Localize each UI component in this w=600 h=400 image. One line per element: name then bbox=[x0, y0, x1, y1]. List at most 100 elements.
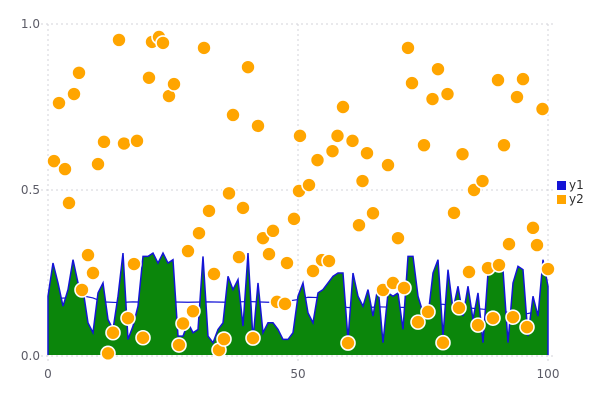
scatter-point bbox=[171, 337, 187, 353]
scatter-point bbox=[116, 135, 132, 152]
scatter-point bbox=[57, 161, 73, 177]
legend-swatch-y1 bbox=[557, 180, 566, 190]
scatter-point bbox=[404, 75, 420, 91]
scatter-point bbox=[435, 334, 451, 351]
scatter-series-y2 bbox=[46, 29, 556, 362]
scatter-point bbox=[400, 40, 416, 56]
scatter-point bbox=[470, 317, 486, 333]
scatter-point bbox=[85, 265, 101, 281]
scatter-point bbox=[410, 314, 426, 330]
scatter-point bbox=[359, 145, 375, 161]
scatter-point bbox=[540, 261, 556, 277]
scatter-point bbox=[191, 225, 207, 241]
scatter-point bbox=[519, 319, 535, 335]
scatter-point bbox=[461, 264, 477, 280]
legend-label-y2: y2 bbox=[569, 192, 584, 206]
scatter-point bbox=[66, 86, 82, 102]
scatter-point bbox=[344, 133, 361, 149]
scatter-point bbox=[301, 177, 317, 193]
y-axis-tick-0.0: 0.0 bbox=[20, 349, 40, 363]
scatter-point bbox=[250, 118, 266, 134]
area-series-y1 bbox=[47, 251, 549, 355]
y1-area-edge bbox=[47, 251, 549, 355]
x-axis-tick-50: 50 bbox=[290, 367, 306, 381]
scatter-point bbox=[286, 211, 302, 227]
scatter-point bbox=[420, 304, 436, 320]
scatter-point bbox=[416, 137, 432, 153]
scatter-point bbox=[120, 310, 136, 326]
scatter-point bbox=[491, 257, 507, 273]
scatter-point bbox=[235, 200, 251, 216]
scatter-point bbox=[265, 223, 281, 239]
scatter-point bbox=[126, 256, 142, 272]
scatter-point bbox=[390, 230, 406, 246]
legend-item-y2: y2 bbox=[557, 192, 584, 206]
scatter-point bbox=[80, 247, 96, 263]
scatter-point bbox=[424, 91, 441, 107]
scatter-point bbox=[485, 310, 501, 326]
scatter-point bbox=[474, 173, 491, 189]
scatter-point bbox=[496, 137, 512, 153]
scatter-point bbox=[216, 331, 232, 347]
y-axis-tick-1.0: 1.0 bbox=[20, 17, 40, 31]
x-axis-tick-100: 100 bbox=[536, 367, 560, 381]
scatter-point bbox=[501, 236, 517, 252]
scatter-point bbox=[100, 345, 116, 362]
y-axis-tick-0.5: 0.5 bbox=[20, 183, 40, 197]
scatter-point bbox=[505, 309, 521, 325]
x-axis-tick-0: 0 bbox=[44, 367, 52, 381]
scatter-point bbox=[245, 330, 261, 346]
legend-label-y1: y1 bbox=[569, 178, 584, 192]
scatter-point bbox=[321, 253, 337, 269]
scatter-point bbox=[351, 217, 367, 233]
scatter-point bbox=[141, 69, 157, 86]
scatter-point bbox=[129, 133, 145, 149]
scatter-point bbox=[439, 86, 456, 102]
scatter-point bbox=[240, 59, 256, 75]
scatter-point bbox=[90, 156, 106, 172]
scatter-point bbox=[380, 157, 396, 173]
scatter-point bbox=[261, 246, 277, 262]
scatter-point bbox=[111, 32, 127, 48]
legend: y1 y2 bbox=[557, 178, 584, 206]
scatter-point bbox=[365, 205, 381, 222]
scatter-point bbox=[454, 146, 471, 162]
scatter-point bbox=[525, 220, 541, 236]
scatter-point bbox=[354, 173, 371, 189]
scatter-point bbox=[221, 185, 237, 202]
scatter-point bbox=[166, 76, 182, 92]
scatter-point bbox=[534, 101, 551, 117]
scatter-point bbox=[51, 95, 67, 111]
scatter-point bbox=[490, 72, 506, 88]
scatter-point bbox=[279, 255, 295, 271]
scatter-point bbox=[201, 203, 217, 219]
scatter-point bbox=[430, 61, 446, 77]
scatter-point bbox=[277, 296, 293, 312]
legend-item-y1: y1 bbox=[557, 178, 584, 192]
scatter-point bbox=[155, 35, 171, 51]
scatter-point bbox=[529, 237, 545, 253]
scatter-point bbox=[105, 324, 121, 341]
scatter-point bbox=[180, 243, 196, 259]
scatter-point bbox=[175, 315, 191, 332]
scatter-point bbox=[446, 205, 462, 221]
scatter-point bbox=[451, 300, 467, 316]
scatter-point bbox=[135, 329, 151, 346]
scatter-point bbox=[231, 249, 247, 265]
scatter-point bbox=[206, 266, 222, 282]
scatter-point bbox=[61, 195, 77, 211]
scatter-point bbox=[309, 152, 326, 168]
scatter-point bbox=[225, 107, 241, 123]
scatter-point bbox=[292, 128, 308, 144]
scatter-point bbox=[335, 99, 351, 115]
scatter-point bbox=[515, 71, 531, 87]
scatter-point bbox=[324, 143, 341, 159]
scatter-point bbox=[46, 153, 62, 169]
legend-swatch-y2 bbox=[557, 194, 566, 204]
scatter-point bbox=[74, 282, 90, 298]
scatter-point bbox=[509, 89, 525, 105]
scatter-point bbox=[305, 263, 321, 279]
scatter-point bbox=[329, 128, 346, 144]
